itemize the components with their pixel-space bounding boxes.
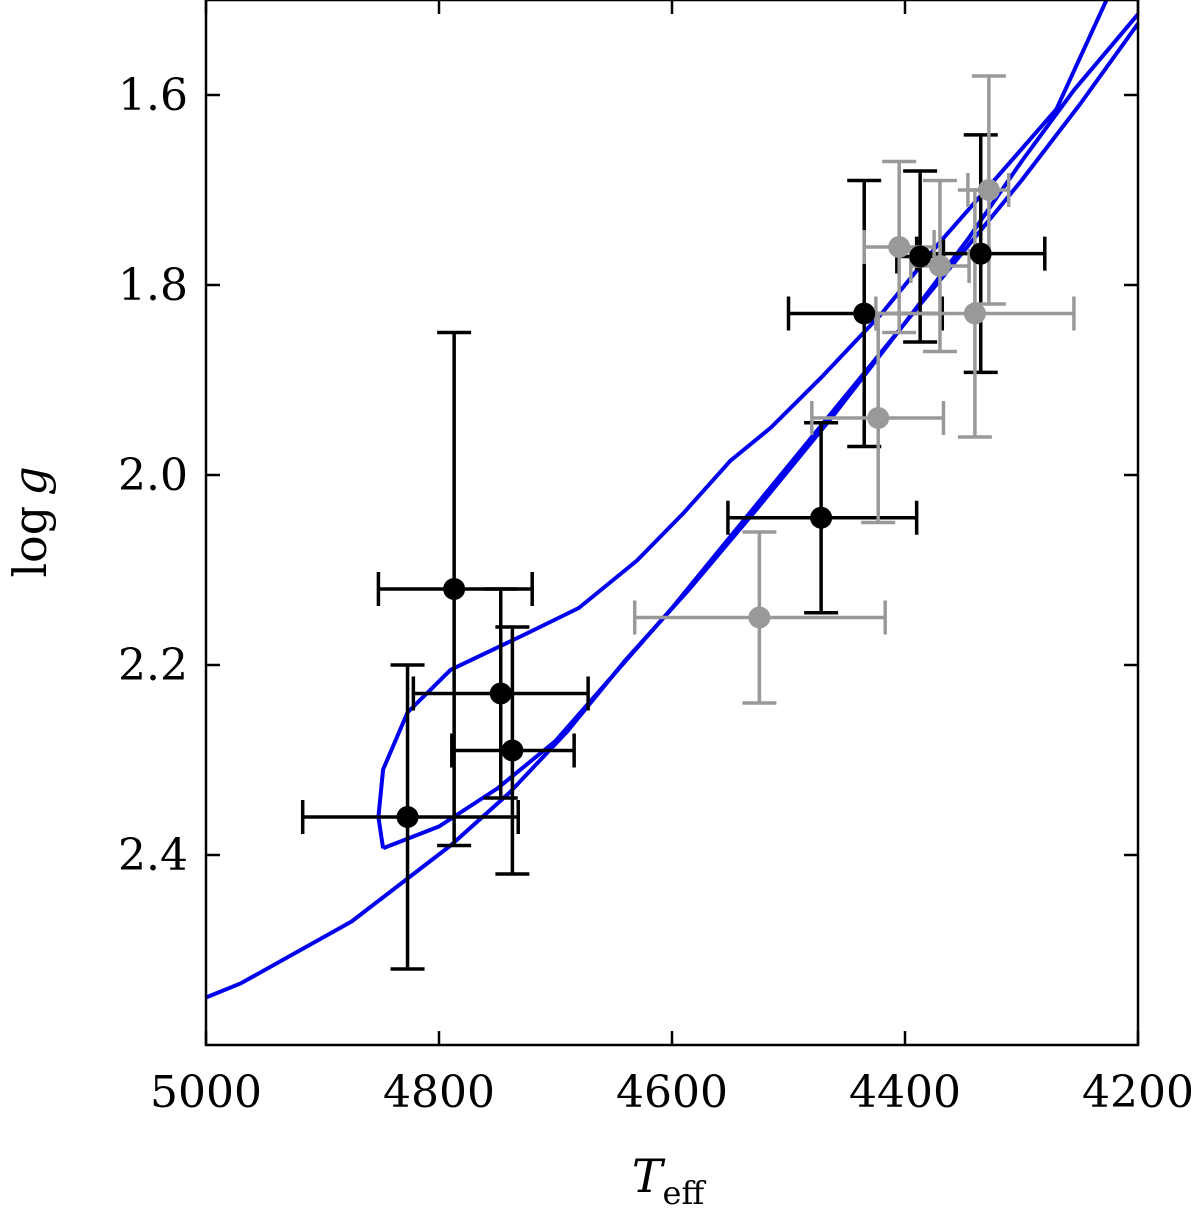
model-curve-2 <box>382 22 1140 851</box>
x-axis-label: Teff <box>632 1149 707 1212</box>
y-tick-label: 2.0 <box>118 450 188 501</box>
y-tick-label: 2.2 <box>118 640 188 691</box>
data-point-s1-3 <box>501 739 524 762</box>
data-point-s2-4 <box>928 255 951 277</box>
x-tick-label: 4200 <box>1082 1067 1194 1118</box>
y-axis-label-prefix: log <box>3 506 57 578</box>
data-point-s2-2 <box>867 407 890 429</box>
x-axis-label-main: T <box>632 1149 666 1203</box>
x-tick-label: 5000 <box>150 1067 262 1118</box>
y-axis-label: log g <box>3 466 57 577</box>
axis-ticks <box>204 0 1140 1045</box>
y-axis-label-var: g <box>3 466 57 495</box>
data-point-s2-6 <box>963 302 986 325</box>
data-point-s1-5 <box>810 506 833 529</box>
x-tick-label: 4400 <box>849 1067 961 1118</box>
data-point-s1-2 <box>489 682 512 705</box>
x-axis-label-sub: eff <box>663 1174 707 1212</box>
data-point-s1-7 <box>909 245 932 268</box>
y-tick-label: 1.8 <box>118 260 188 311</box>
data-point-s2-5 <box>977 179 1000 201</box>
error-bars <box>300 74 1076 971</box>
x-tick-label: 4600 <box>616 1067 728 1118</box>
model-curve-3 <box>376 0 1109 849</box>
data-point-s2-1 <box>748 606 771 629</box>
data-point-s1-4 <box>396 806 419 828</box>
y-tick-label: 1.6 <box>118 70 188 121</box>
data-points <box>396 179 1000 828</box>
model-curve-1 <box>205 12 1140 1000</box>
data-point-s1-6 <box>853 302 876 325</box>
y-tick-label: 2.4 <box>118 830 188 881</box>
data-point-s2-3 <box>888 236 911 258</box>
data-point-s1-1 <box>443 578 466 600</box>
data-point-s1-8 <box>969 242 992 265</box>
x-tick-label: 4800 <box>383 1067 495 1118</box>
tick-labels: 5000 4800 4600 4400 4200 1.6 1.8 2.0 2.2 2.4 <box>118 70 1194 1118</box>
model-curves <box>205 0 1140 1000</box>
